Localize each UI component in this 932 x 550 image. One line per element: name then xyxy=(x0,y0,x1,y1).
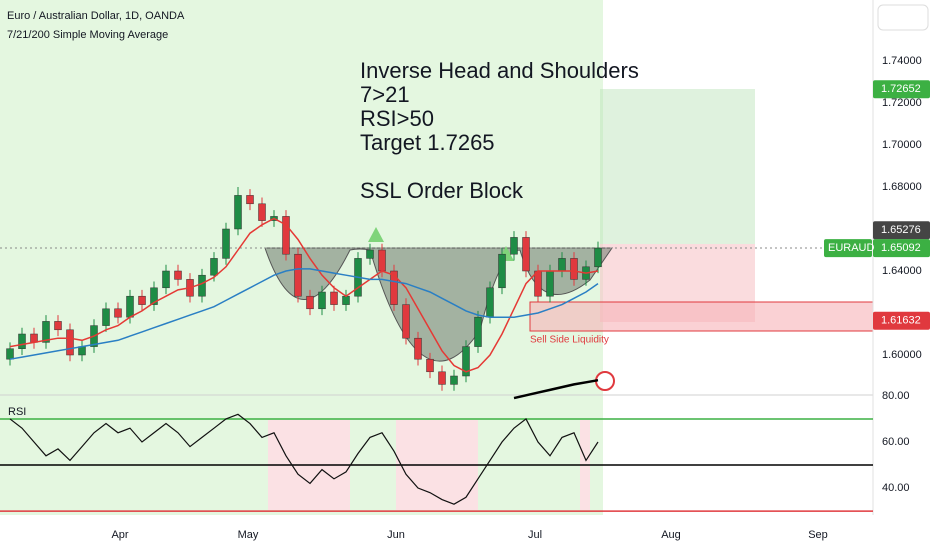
candle-body xyxy=(438,371,446,385)
candle-body xyxy=(126,295,134,318)
price-badge-label: 1.65092 xyxy=(881,242,921,254)
head-shoulders xyxy=(264,247,613,362)
candle-body xyxy=(534,270,542,297)
target-box xyxy=(600,89,755,244)
moving-average xyxy=(9,217,599,373)
candle-body xyxy=(258,203,266,221)
candle-body xyxy=(558,258,566,272)
candle-body xyxy=(330,291,338,305)
x-tick-label: Jun xyxy=(387,529,405,541)
candle-body xyxy=(78,346,86,356)
price-badge-label: 1.65276 xyxy=(881,224,921,236)
y-tick-label: 1.60000 xyxy=(882,349,922,361)
shoulder-marker xyxy=(368,227,384,242)
rsi-line xyxy=(9,413,599,505)
price-badge xyxy=(873,221,930,240)
candle-body xyxy=(222,228,230,259)
annotation: Target 1.7265 xyxy=(360,130,495,155)
candle-body xyxy=(414,337,422,360)
price-badge xyxy=(873,239,930,258)
x-tick-label: Aug xyxy=(661,529,681,541)
candle-body xyxy=(234,195,242,230)
moving-average xyxy=(513,378,599,400)
moving-average xyxy=(9,268,599,360)
candle-body xyxy=(462,346,470,377)
candle-body xyxy=(246,195,254,205)
price-badge-label: 1.61632 xyxy=(881,315,921,327)
candle-body xyxy=(162,270,170,289)
candle-body xyxy=(174,270,182,280)
candle-body xyxy=(402,304,410,339)
candle-body xyxy=(6,348,14,360)
y-tick-label: 1.64000 xyxy=(882,265,922,277)
candle-body xyxy=(54,321,62,331)
candle-body xyxy=(18,333,26,349)
chart-title: Euro / Australian Dollar, 1D, OANDA xyxy=(7,10,185,22)
annotation: 7>21 xyxy=(360,82,410,107)
ssl-zone xyxy=(529,301,874,332)
candle-body xyxy=(114,308,122,318)
annotation: RSI>50 xyxy=(360,106,434,131)
annotation: SSL Order Block xyxy=(360,178,524,203)
y-tick-label: 1.74000 xyxy=(882,55,922,67)
candle-body xyxy=(66,329,74,356)
candle-body xyxy=(378,249,386,272)
chart-subtitle: 7/21/200 Simple Moving Average xyxy=(7,29,168,41)
price-badge-label: 1.72652 xyxy=(881,83,921,95)
candle-body xyxy=(366,249,374,259)
x-tick-label: Sep xyxy=(808,529,828,541)
button[interactable] xyxy=(877,4,929,31)
candle-body xyxy=(102,308,110,326)
session-bg xyxy=(0,0,603,395)
candle-body xyxy=(546,270,554,297)
candle-body xyxy=(42,321,50,343)
candle-body xyxy=(426,358,434,373)
candle-body xyxy=(282,216,290,255)
y-tick-label: 1.72000 xyxy=(882,97,922,109)
candle-body xyxy=(294,253,302,297)
candle-body xyxy=(390,270,398,305)
zone-label: Sell Side Liquidity xyxy=(530,335,609,346)
candle-body xyxy=(486,287,494,318)
candle-body xyxy=(306,295,314,310)
candle-body xyxy=(594,247,602,268)
rsi-tick-label: 80.00 xyxy=(882,390,910,402)
candle-body xyxy=(570,258,578,280)
candle-body xyxy=(450,375,458,385)
candle-body xyxy=(30,333,38,343)
price-badge xyxy=(873,311,930,330)
candle-body xyxy=(342,295,350,305)
annotation: Inverse Head and Shoulders xyxy=(360,58,639,83)
candle-body xyxy=(198,274,206,297)
x-tick-label: Jul xyxy=(528,529,542,541)
symbol-badge xyxy=(824,239,872,258)
y-tick-label: 1.70000 xyxy=(882,139,922,151)
candle-body xyxy=(138,295,146,305)
candle-body xyxy=(210,258,218,276)
rsi-title: RSI xyxy=(8,406,26,418)
candle-body xyxy=(498,253,506,289)
candle-body xyxy=(474,316,482,347)
candle-body xyxy=(150,287,158,305)
y-tick-label: 1.68000 xyxy=(882,181,922,193)
x-tick-label: Apr xyxy=(111,529,128,541)
rsi-tick-label: 60.00 xyxy=(882,436,910,448)
price-badge xyxy=(873,80,930,99)
candle-body xyxy=(510,237,518,255)
x-tick-label: May xyxy=(238,529,259,541)
event-icon xyxy=(595,371,615,391)
rsi-tick-label: 40.00 xyxy=(882,482,910,494)
candle-body xyxy=(522,237,530,272)
candle-body xyxy=(318,291,326,310)
symbol-label: EURAUD xyxy=(828,242,875,254)
